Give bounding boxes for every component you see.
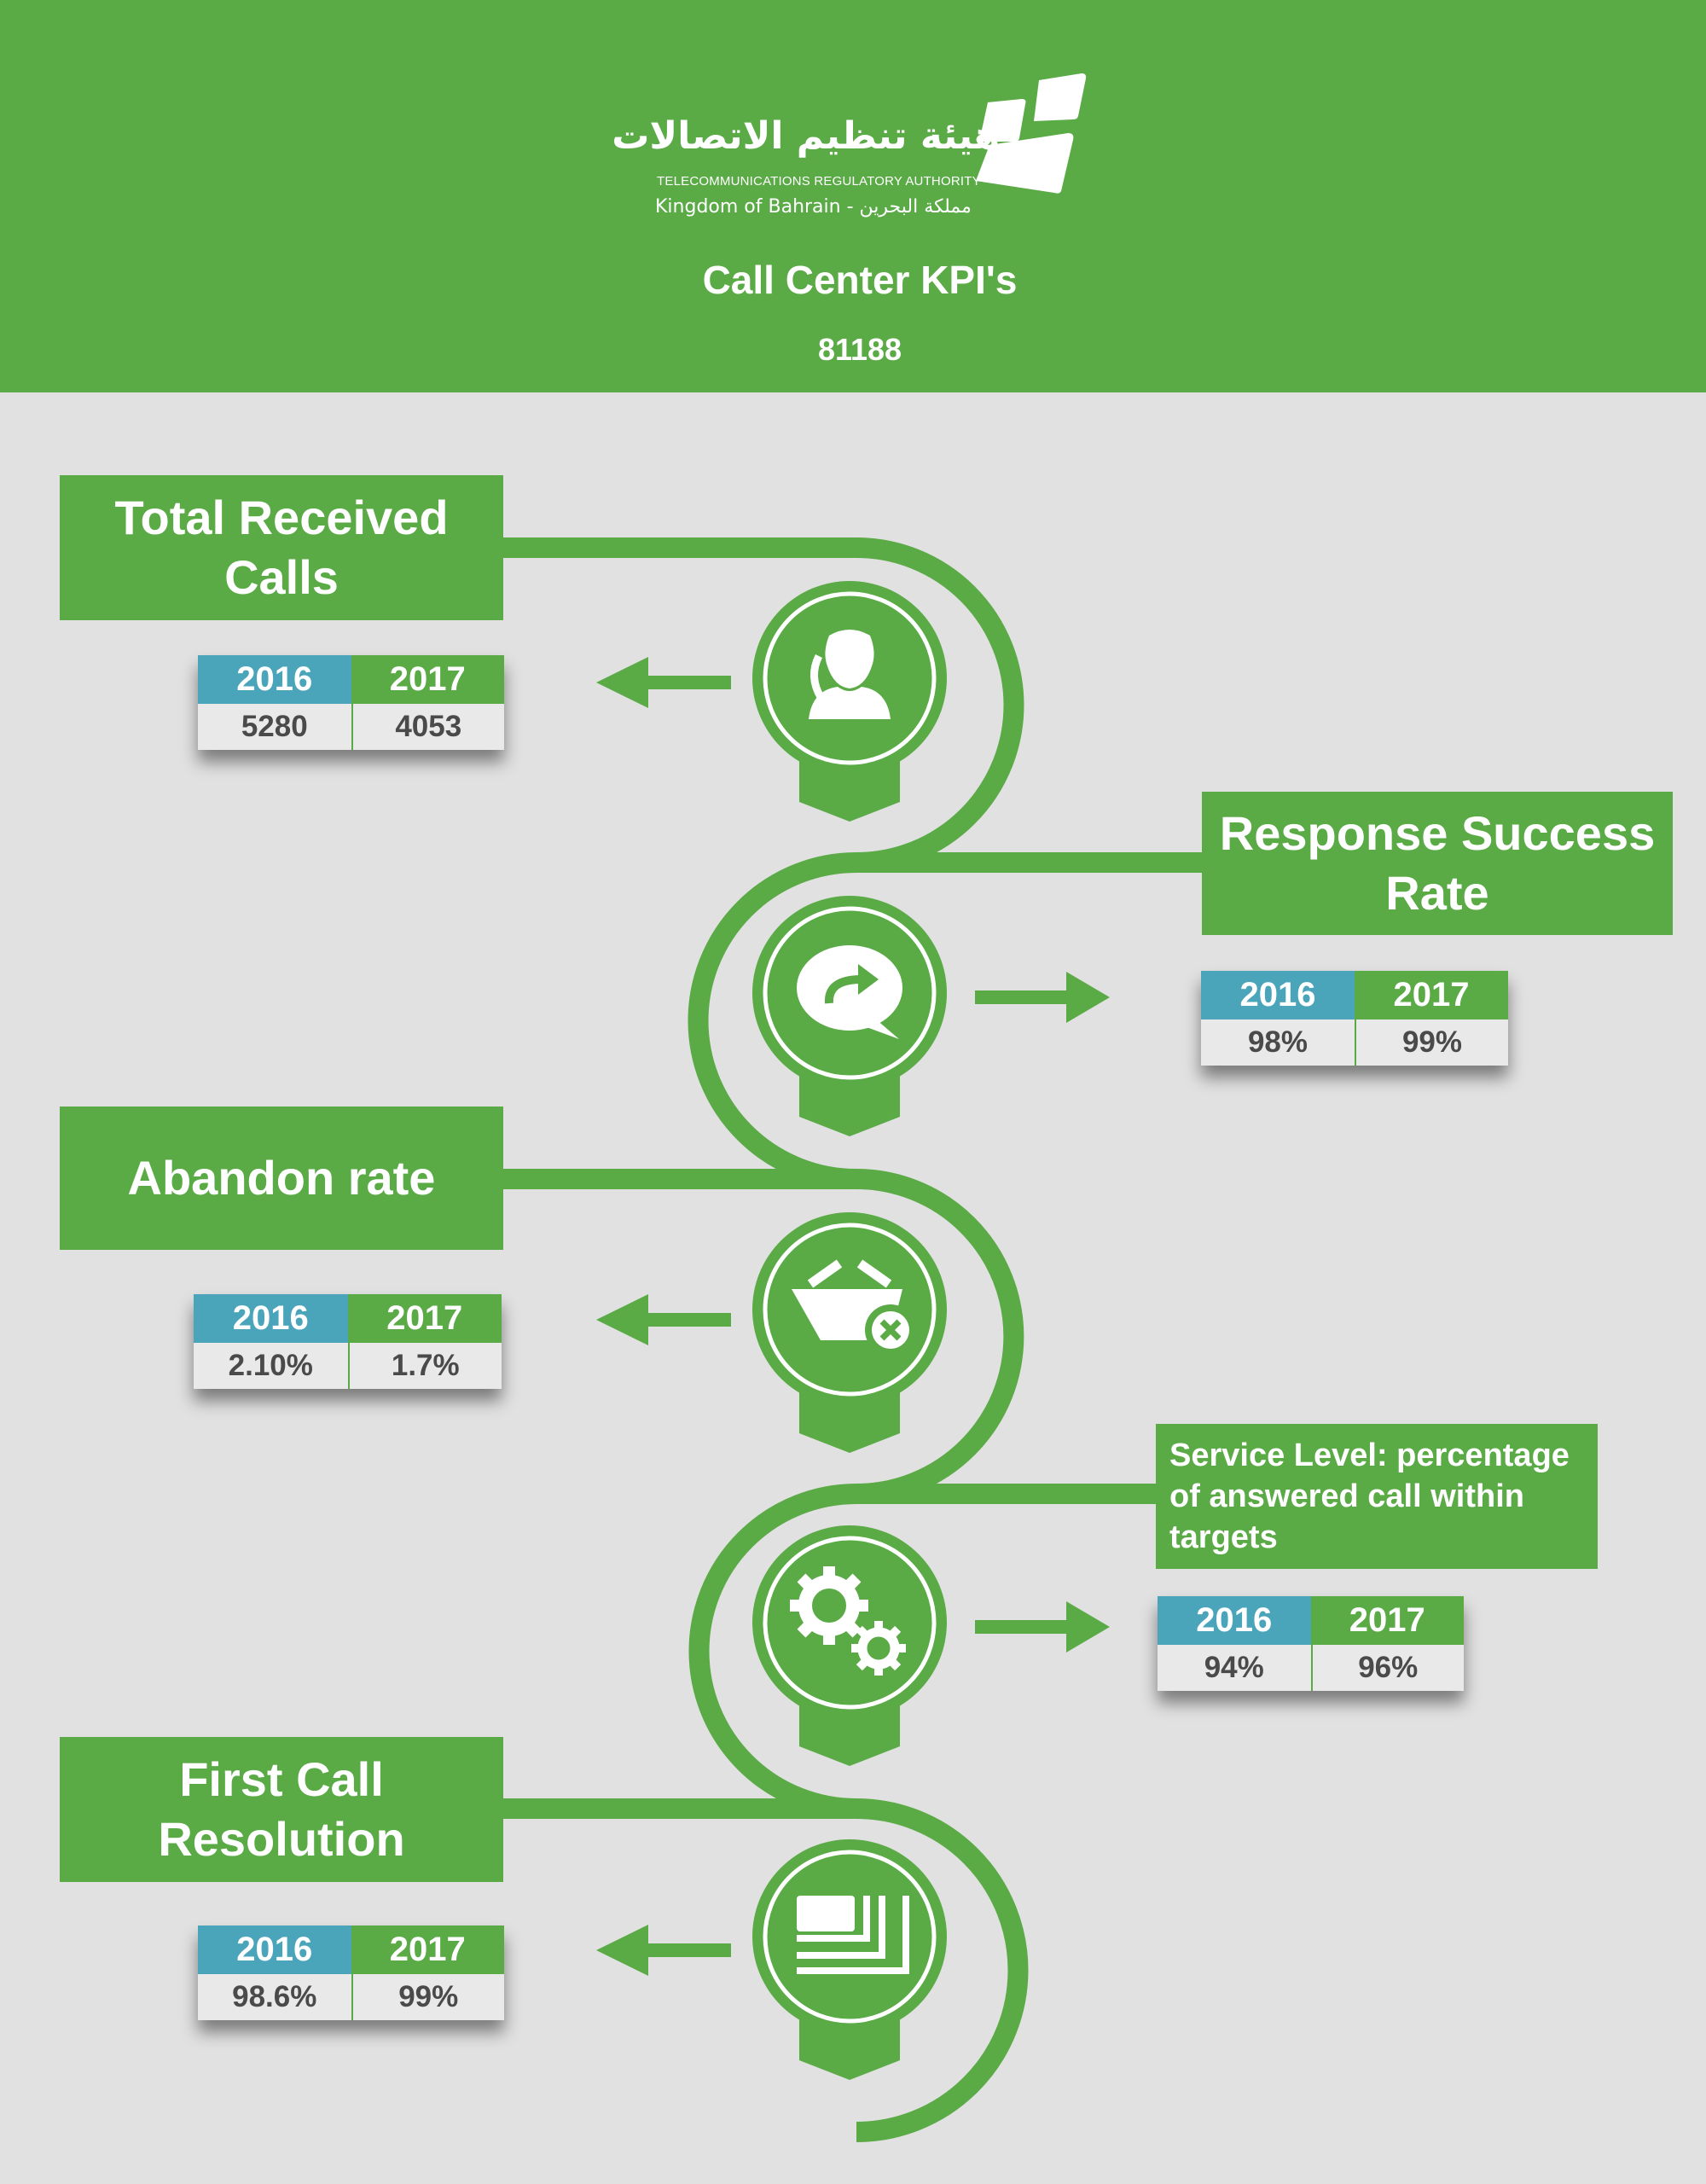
value-2017: 99% (1355, 1019, 1508, 1066)
year-2017-header: 2017 (1310, 1596, 1464, 1653)
year-2016-header: 2016 (1201, 971, 1355, 1027)
value-2017: 4053 (351, 704, 504, 750)
kpi-title: First Call Resolution (60, 1737, 503, 1882)
kpi-year-table: 2016 2017 5280 4053 (198, 655, 504, 750)
tra-logo-icon (976, 73, 1087, 194)
arrow-right-icon (975, 972, 1110, 1023)
gears-icon (790, 1566, 906, 1676)
basket-cancel-icon (792, 1259, 916, 1356)
value-2016: 98.6% (198, 1974, 351, 2020)
kpi-title: Total Received Calls (60, 475, 503, 620)
year-2016-header: 2016 (194, 1294, 348, 1350)
kpi-year-table: 2016 2017 94% 96% (1158, 1596, 1464, 1691)
kpi-pin-4 (752, 1839, 947, 2080)
value-2017: 96% (1310, 1645, 1464, 1691)
value-2016: 94% (1158, 1645, 1311, 1691)
kpi-pin-2 (752, 1212, 947, 1453)
year-2016-header: 2016 (198, 1926, 351, 1982)
page-title: Call Center KPI's (702, 258, 1018, 302)
timeline-path (503, 537, 1202, 2142)
kpi-pin-0 (752, 581, 947, 822)
kpi-pin-1 (752, 896, 947, 1136)
kpi-year-table: 2016 2017 98% 99% (1201, 971, 1508, 1066)
org-name-english: TELECOMMUNICATIONS REGULATORY AUTHORITY (657, 174, 981, 189)
year-2017-header: 2017 (347, 1294, 502, 1350)
org-name-arabic: هيئة تنظيم الاتصالات (612, 114, 1000, 158)
kpi-title: Abandon rate (60, 1107, 503, 1250)
arrow-left-icon (596, 1925, 731, 1976)
hotline-number: 81188 (817, 332, 902, 367)
year-2017-header: 2017 (351, 655, 504, 712)
kpi-year-table: 2016 2017 2.10% 1.7% (194, 1294, 502, 1389)
value-2017: 99% (351, 1974, 504, 2020)
header-banner: هيئة تنظيم الاتصالات TELECOMMUNICATIONS … (0, 0, 1706, 392)
year-2016-header: 2016 (198, 655, 351, 712)
kpi-pin-3 (752, 1525, 947, 1766)
kpi-title: Service Level: percentage of answered ca… (1156, 1424, 1598, 1569)
year-2017-header: 2017 (351, 1926, 504, 1982)
chat-reply-icon (797, 945, 902, 1039)
value-2016: 98% (1201, 1019, 1355, 1066)
arrow-left-icon (596, 657, 731, 708)
call-agent-icon (809, 630, 891, 719)
year-2017-header: 2017 (1355, 971, 1508, 1027)
kpi-title: Response Success Rate (1202, 792, 1673, 935)
value-2016: 2.10% (194, 1343, 348, 1389)
arrow-left-icon (596, 1294, 731, 1345)
kpi-year-table: 2016 2017 98.6% 99% (198, 1926, 504, 2020)
value-2017: 1.7% (347, 1343, 502, 1389)
value-2016: 5280 (198, 704, 351, 750)
year-2016-header: 2016 (1158, 1596, 1311, 1653)
arrow-right-icon (975, 1601, 1110, 1653)
cards-icon (797, 1896, 909, 1974)
country-line: Kingdom of Bahrain - مملكة البحرين (655, 196, 972, 218)
